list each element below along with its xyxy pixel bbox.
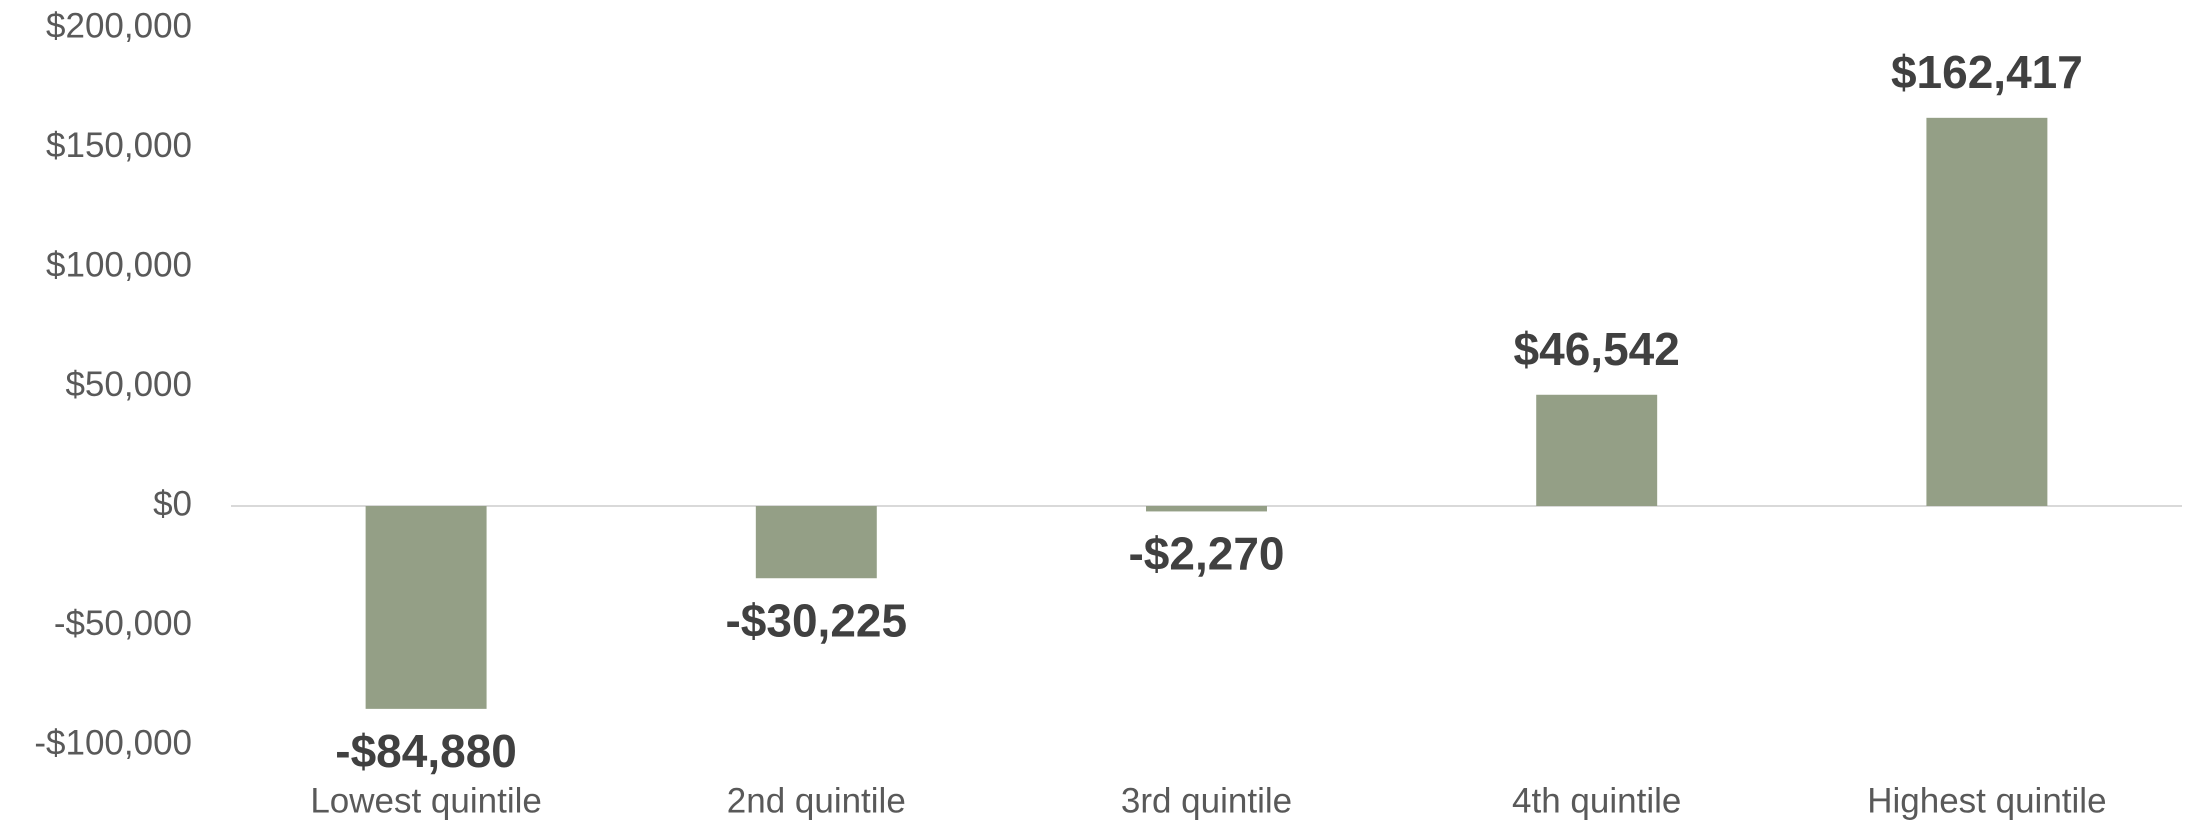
bar	[365, 506, 487, 709]
bar	[1926, 117, 2048, 507]
data-label: $46,542	[1514, 323, 1680, 375]
bar	[1146, 506, 1267, 512]
data-label: $162,417	[1891, 46, 2083, 98]
data-label: -$84,880	[335, 725, 517, 777]
data-label: -$30,225	[725, 594, 907, 646]
x-tick-label: Lowest quintile	[310, 781, 542, 820]
x-tick-label: Highest quintile	[1867, 781, 2106, 820]
y-tick-label: $0	[153, 484, 192, 523]
y-tick-label: $50,000	[65, 365, 192, 404]
y-tick-label: $150,000	[46, 126, 192, 165]
x-tick-label: 2nd quintile	[727, 781, 906, 820]
y-tick-label: $200,000	[46, 6, 192, 45]
x-tick-label: 4th quintile	[1512, 781, 1681, 820]
bar	[755, 506, 877, 579]
y-tick-label: -$100,000	[34, 723, 192, 762]
y-tick-label: -$50,000	[54, 604, 192, 643]
x-tick-label: 3rd quintile	[1121, 781, 1292, 820]
data-label: -$2,270	[1128, 528, 1284, 580]
bar	[1536, 394, 1658, 506]
y-tick-label: $100,000	[46, 245, 192, 284]
